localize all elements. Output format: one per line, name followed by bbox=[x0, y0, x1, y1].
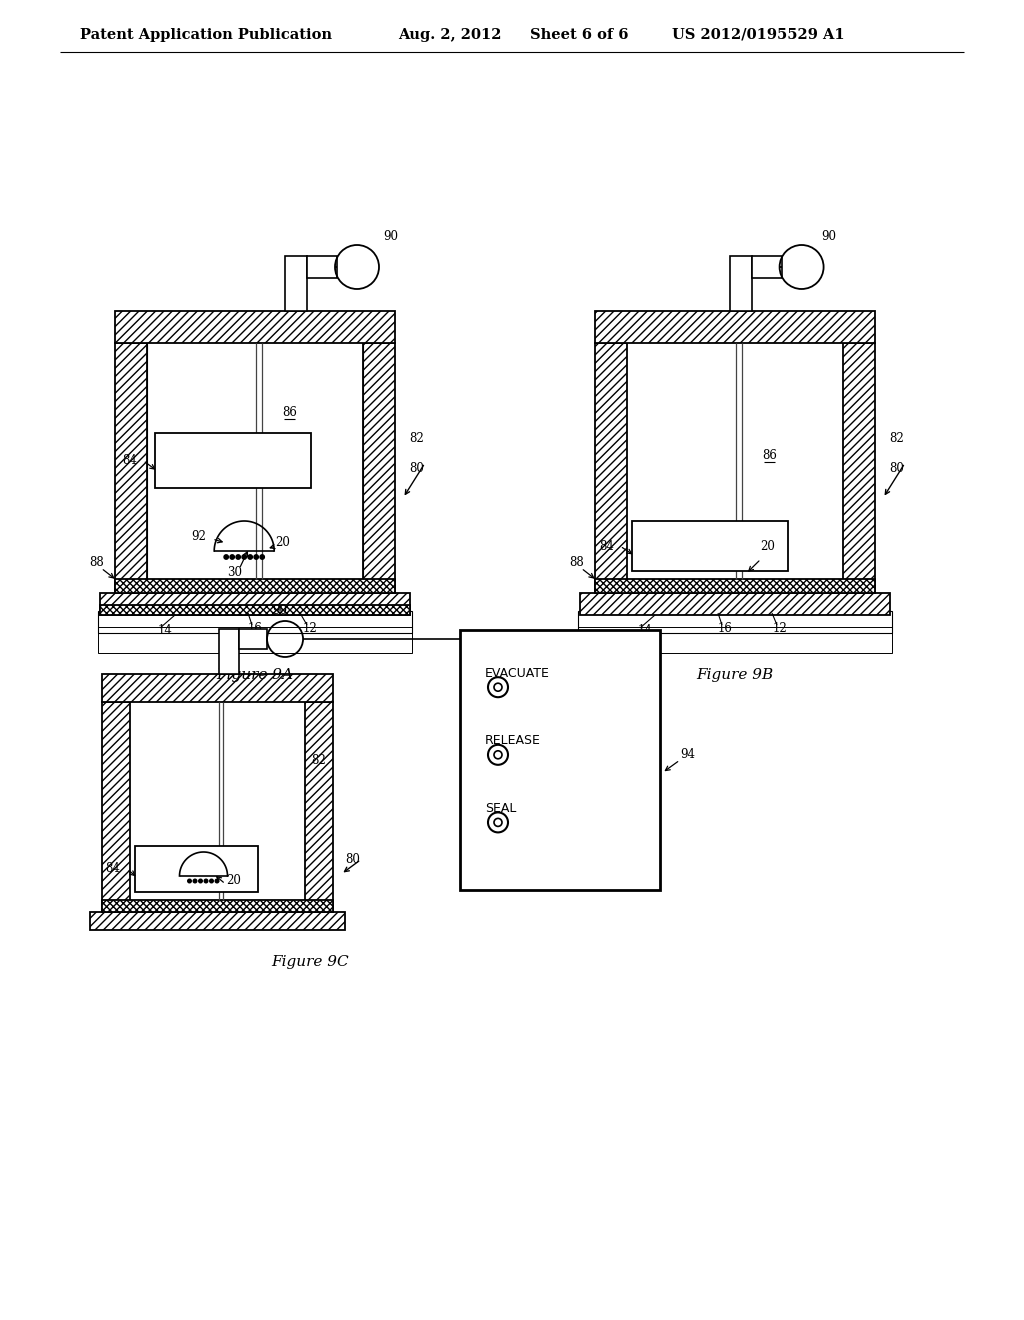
Bar bbox=[98, 611, 412, 634]
Bar bbox=[362, 343, 395, 593]
Circle shape bbox=[204, 879, 208, 883]
Bar bbox=[155, 433, 310, 488]
Circle shape bbox=[242, 554, 247, 560]
Text: US 2012/0195529 A1: US 2012/0195529 A1 bbox=[672, 28, 845, 42]
Text: Figure 9C: Figure 9C bbox=[271, 954, 349, 969]
Circle shape bbox=[199, 879, 203, 883]
Text: EVACUATE: EVACUATE bbox=[485, 667, 550, 680]
Text: Aug. 2, 2012: Aug. 2, 2012 bbox=[398, 28, 502, 42]
Bar bbox=[285, 256, 307, 312]
Bar bbox=[102, 675, 333, 702]
Text: 80: 80 bbox=[890, 462, 904, 474]
Text: 16: 16 bbox=[248, 623, 262, 635]
Circle shape bbox=[248, 554, 252, 560]
Bar bbox=[627, 343, 843, 593]
Text: 84: 84 bbox=[599, 540, 614, 553]
Bar bbox=[100, 605, 410, 615]
Text: 12: 12 bbox=[303, 623, 317, 635]
Text: 90: 90 bbox=[272, 605, 288, 618]
Bar bbox=[843, 343, 874, 593]
Bar bbox=[595, 579, 874, 593]
Text: 86: 86 bbox=[282, 407, 297, 420]
Text: Patent Application Publication: Patent Application Publication bbox=[80, 28, 332, 42]
Text: 90: 90 bbox=[384, 231, 398, 243]
Bar bbox=[115, 579, 395, 593]
Text: 94: 94 bbox=[681, 748, 695, 762]
Bar bbox=[102, 900, 333, 912]
Text: 90: 90 bbox=[821, 231, 837, 243]
Text: 82: 82 bbox=[890, 432, 904, 445]
Text: 12: 12 bbox=[773, 623, 787, 635]
Bar bbox=[578, 611, 892, 634]
Circle shape bbox=[215, 879, 219, 883]
Text: 14: 14 bbox=[638, 624, 652, 638]
Bar bbox=[115, 312, 395, 343]
Text: 86: 86 bbox=[762, 449, 777, 462]
Text: 88: 88 bbox=[569, 557, 585, 569]
Text: 84: 84 bbox=[105, 862, 120, 875]
Bar bbox=[115, 343, 147, 593]
Bar bbox=[135, 846, 257, 892]
Bar bbox=[307, 256, 337, 279]
Circle shape bbox=[194, 879, 197, 883]
Bar bbox=[98, 627, 412, 653]
Circle shape bbox=[236, 554, 241, 560]
Text: 30: 30 bbox=[226, 566, 242, 579]
Bar bbox=[100, 593, 410, 615]
Bar bbox=[595, 312, 874, 343]
Circle shape bbox=[254, 554, 258, 560]
Text: 20: 20 bbox=[760, 540, 775, 553]
Bar bbox=[90, 912, 345, 931]
Bar bbox=[632, 521, 787, 572]
Bar bbox=[130, 702, 305, 912]
Bar bbox=[305, 702, 333, 912]
Bar bbox=[239, 630, 267, 649]
Text: Sheet 6 of 6: Sheet 6 of 6 bbox=[530, 28, 629, 42]
Bar bbox=[147, 343, 362, 593]
Bar bbox=[102, 702, 130, 912]
Text: 14: 14 bbox=[158, 624, 172, 638]
Circle shape bbox=[187, 879, 191, 883]
Bar bbox=[752, 256, 781, 279]
Text: 16: 16 bbox=[718, 623, 732, 635]
Text: 82: 82 bbox=[410, 432, 424, 445]
Bar bbox=[460, 630, 660, 890]
Text: SEAL: SEAL bbox=[485, 801, 516, 814]
Circle shape bbox=[224, 554, 228, 560]
Bar bbox=[578, 627, 892, 653]
Text: Figure 9B: Figure 9B bbox=[696, 668, 773, 682]
Circle shape bbox=[230, 554, 234, 560]
Bar bbox=[580, 593, 890, 615]
Bar bbox=[729, 256, 752, 312]
Bar bbox=[219, 630, 239, 675]
Circle shape bbox=[210, 879, 213, 883]
Bar bbox=[595, 343, 627, 593]
Text: 20: 20 bbox=[226, 874, 241, 887]
Text: 80: 80 bbox=[410, 462, 424, 474]
Text: Figure 9A: Figure 9A bbox=[216, 668, 294, 682]
Text: 88: 88 bbox=[90, 557, 104, 569]
Text: 84: 84 bbox=[122, 454, 137, 467]
Text: 92: 92 bbox=[191, 529, 206, 543]
Circle shape bbox=[260, 554, 264, 560]
Text: 82: 82 bbox=[311, 754, 327, 767]
Text: 80: 80 bbox=[345, 853, 360, 866]
Text: RELEASE: RELEASE bbox=[485, 734, 541, 747]
Text: 20: 20 bbox=[274, 536, 290, 549]
